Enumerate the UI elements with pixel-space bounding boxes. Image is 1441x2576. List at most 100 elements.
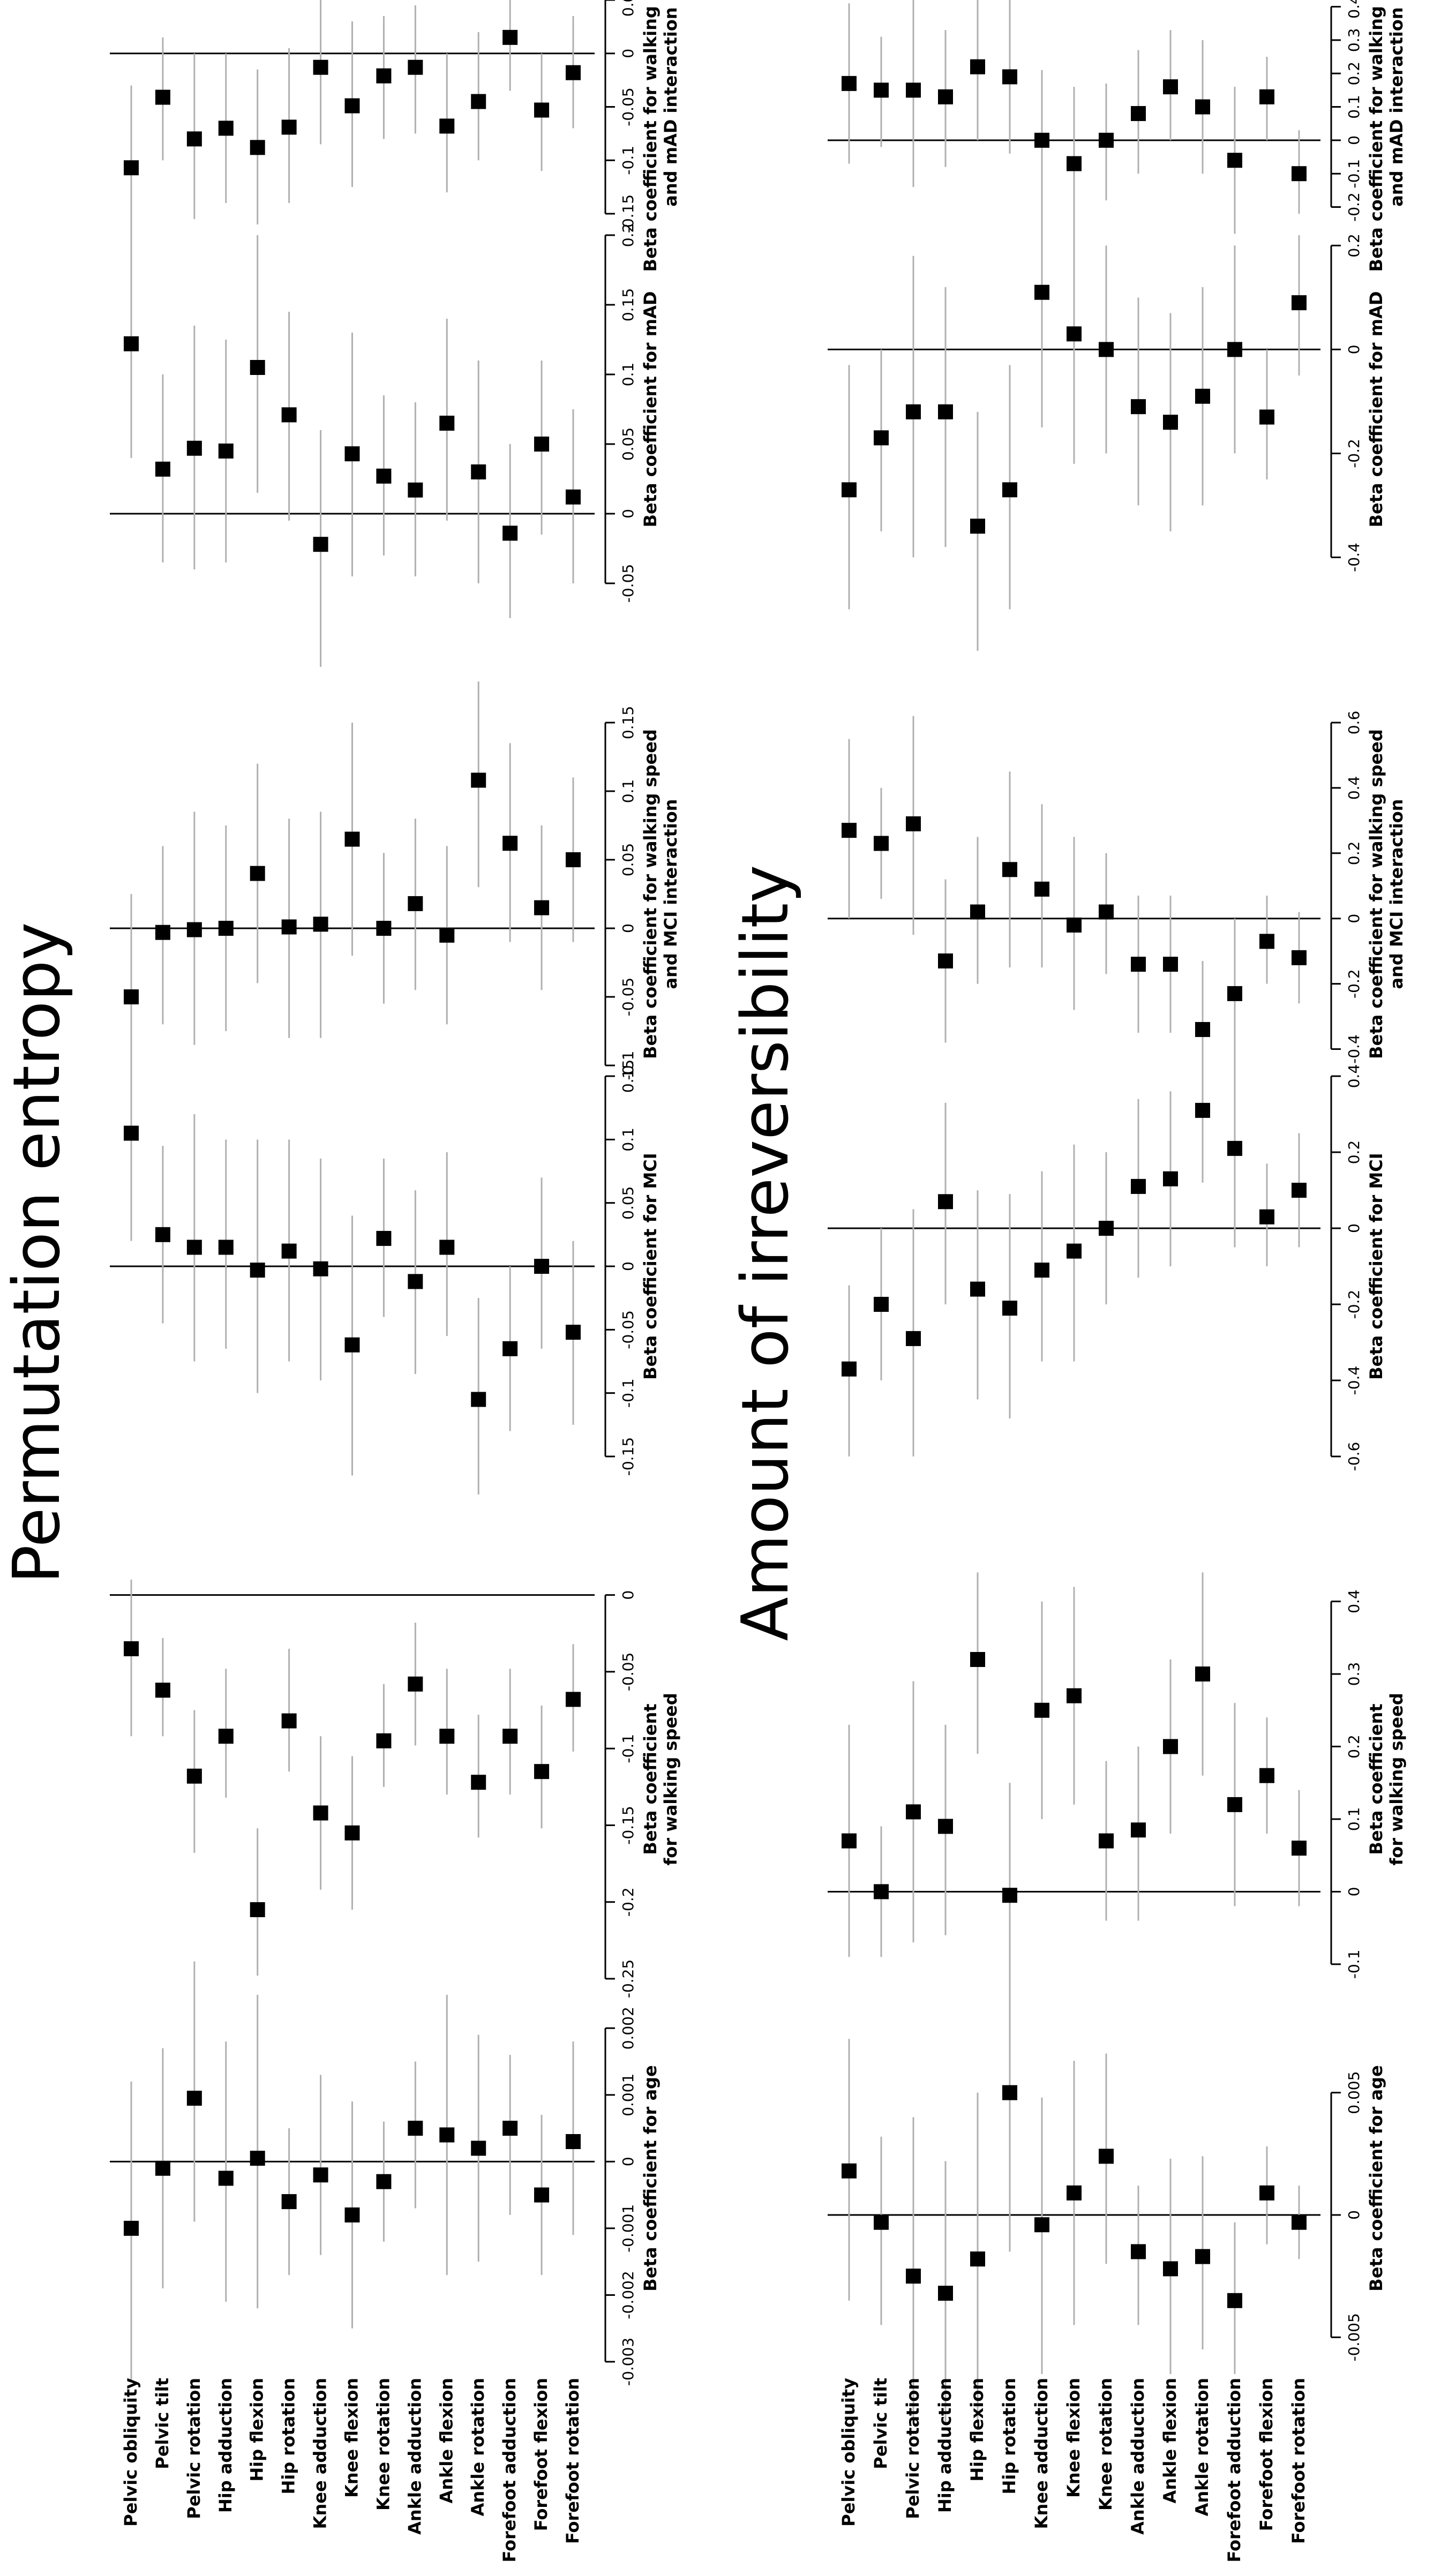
tick-label: -0.05 <box>619 87 637 126</box>
point-marker-pelvic-rotation <box>906 404 921 419</box>
point-marker-hip-adduction <box>218 1240 234 1255</box>
point-marker-knee-adduction <box>313 1261 328 1276</box>
point-marker-pelvic-tilt <box>874 430 889 446</box>
point-marker-ankle-adduction <box>1131 957 1146 972</box>
tick-label: 0 <box>1345 914 1363 923</box>
tick-label: -0.2 <box>1345 192 1363 222</box>
joint-label-ankle-rotation: Ankle rotation <box>1192 2378 1212 2516</box>
axis-title: Beta coefficient for walking speed <box>640 729 661 1059</box>
point-marker-ankle-adduction <box>1131 1822 1146 1838</box>
point-marker-ankle-flexion <box>439 2127 455 2143</box>
point-marker-hip-adduction <box>938 953 953 968</box>
tick-label: -0.001 <box>619 2204 637 2252</box>
tick-label: 0.05 <box>619 0 637 17</box>
point-marker-hip-flexion <box>250 2151 265 2166</box>
point-marker-hip-rotation <box>1002 1301 1017 1316</box>
tick-label: 0.3 <box>1345 28 1363 52</box>
point-marker-forefoot-flexion <box>1259 409 1274 425</box>
tick-label: 0.001 <box>619 2074 637 2116</box>
point-marker-ankle-rotation <box>1195 1022 1210 1037</box>
point-marker-pelvic-tilt <box>874 836 889 851</box>
point-marker-ankle-flexion <box>1163 1171 1178 1186</box>
point-marker-hip-flexion <box>970 1281 985 1297</box>
point-marker-pelvic-tilt <box>874 2214 889 2230</box>
joint-label-forefoot-adduction: Forefoot adduction <box>1224 2378 1244 2563</box>
point-marker-pelvic-rotation <box>186 1240 202 1255</box>
point-marker-hip-rotation <box>1002 1888 1017 1903</box>
tick-label: -0.2 <box>619 1887 637 1917</box>
tick-label: -0.003 <box>619 2338 637 2386</box>
point-marker-hip-adduction <box>218 121 234 136</box>
point-marker-knee-rotation <box>376 921 392 936</box>
point-marker-knee-adduction <box>1034 1263 1049 1278</box>
point-marker-pelvic-tilt <box>155 89 170 105</box>
point-marker-knee-adduction <box>1034 881 1049 897</box>
point-marker-pelvic-obliquity <box>842 1833 857 1849</box>
tick-label: 0.2 <box>1345 1734 1363 1759</box>
forest-panel-amount-of-irreversibility-6: -0.2 -0.1 0 0.1 0.2 0.3 0.4 Beta coefficient fo… <box>828 0 1407 272</box>
point-marker-pelvic-obliquity <box>842 2163 857 2179</box>
joint-label-pelvic-rotation: Pelvic rotation <box>184 2378 204 2519</box>
tick-label: 0.2 <box>619 223 637 247</box>
point-marker-pelvic-tilt <box>874 1297 889 1312</box>
forest-panel-amount-of-irreversibility-3: -0.6 -0.4 -0.2 0 0.2 0.4 Beta coefficient for … <box>828 1038 1386 1471</box>
point-marker-knee-flexion <box>344 831 360 847</box>
point-marker-pelvic-rotation <box>186 131 202 147</box>
point-marker-pelvic-tilt <box>155 925 170 940</box>
point-marker-forefoot-flexion <box>534 1259 550 1274</box>
point-marker-pelvic-obliquity <box>842 482 857 498</box>
point-marker-ankle-adduction <box>408 1274 423 1289</box>
joint-label-ankle-adduction: Ankle adduction <box>404 2378 425 2535</box>
point-marker-forefoot-adduction <box>1227 153 1242 168</box>
point-marker-forefoot-adduction <box>502 29 518 45</box>
tick-label: 0.15 <box>619 288 637 321</box>
point-marker-knee-rotation <box>376 68 392 84</box>
point-marker-hip-flexion <box>970 1652 985 1667</box>
tick-label: 0.3 <box>1345 1662 1363 1686</box>
axis-title: Beta coefficient for mAD <box>1366 291 1386 528</box>
joint-label-hip-adduction: Hip adduction <box>935 2378 955 2513</box>
point-marker-knee-rotation <box>1099 2149 1114 2164</box>
point-marker-knee-flexion <box>344 446 360 462</box>
joint-label-hip-flexion: Hip flexion <box>247 2378 267 2482</box>
tick-label: 0 <box>619 1590 637 1600</box>
joint-label-pelvic-obliquity: Pelvic obliquity <box>121 2378 141 2527</box>
joint-label-pelvic-rotation: Pelvic rotation <box>903 2378 923 2519</box>
tick-label: -0.15 <box>619 1806 637 1844</box>
point-marker-hip-adduction <box>938 89 953 104</box>
point-marker-hip-adduction <box>218 2171 234 2186</box>
point-marker-pelvic-obliquity <box>124 336 139 351</box>
tick-label: -0.1 <box>619 1378 637 1408</box>
point-marker-forefoot-rotation <box>566 852 581 867</box>
point-marker-hip-flexion <box>250 360 265 375</box>
tick-label: -0.1 <box>1345 159 1363 189</box>
point-marker-pelvic-obliquity <box>842 76 857 91</box>
tick-label: 0.05 <box>619 843 637 876</box>
forest-panel-permutation-entropy-6: -0.15 -0.1 -0.05 0 0.05 Beta coefficient for … <box>110 0 681 272</box>
point-marker-knee-adduction <box>313 1805 328 1821</box>
point-marker-ankle-rotation <box>1195 388 1210 404</box>
point-marker-ankle-adduction <box>1131 106 1146 121</box>
point-marker-ankle-rotation <box>471 464 486 479</box>
joint-label-hip-flexion: Hip flexion <box>967 2378 987 2482</box>
point-marker-pelvic-obliquity <box>842 1361 857 1377</box>
point-marker-ankle-flexion <box>1163 79 1178 95</box>
tick-label: 0 <box>1345 1887 1363 1897</box>
point-marker-hip-rotation <box>281 119 297 135</box>
tick-label: 0.05 <box>619 427 637 461</box>
joint-label-knee-rotation: Knee rotation <box>373 2378 393 2511</box>
tick-label: 0.002 <box>619 2007 637 2049</box>
point-marker-ankle-rotation <box>471 94 486 109</box>
point-marker-pelvic-obliquity <box>124 160 139 176</box>
axis-title: and mAD interaction <box>661 7 681 206</box>
point-marker-hip-rotation <box>281 2194 297 2210</box>
point-marker-ankle-adduction <box>1131 2244 1146 2259</box>
joint-label-ankle-rotation: Ankle rotation <box>468 2378 488 2516</box>
point-marker-forefoot-adduction <box>502 1729 518 1744</box>
point-marker-ankle-flexion <box>439 927 455 943</box>
point-marker-pelvic-tilt <box>155 1227 170 1242</box>
point-marker-ankle-rotation <box>1195 2249 1210 2264</box>
point-marker-ankle-rotation <box>1195 1102 1210 1118</box>
point-marker-forefoot-rotation <box>566 1325 581 1340</box>
